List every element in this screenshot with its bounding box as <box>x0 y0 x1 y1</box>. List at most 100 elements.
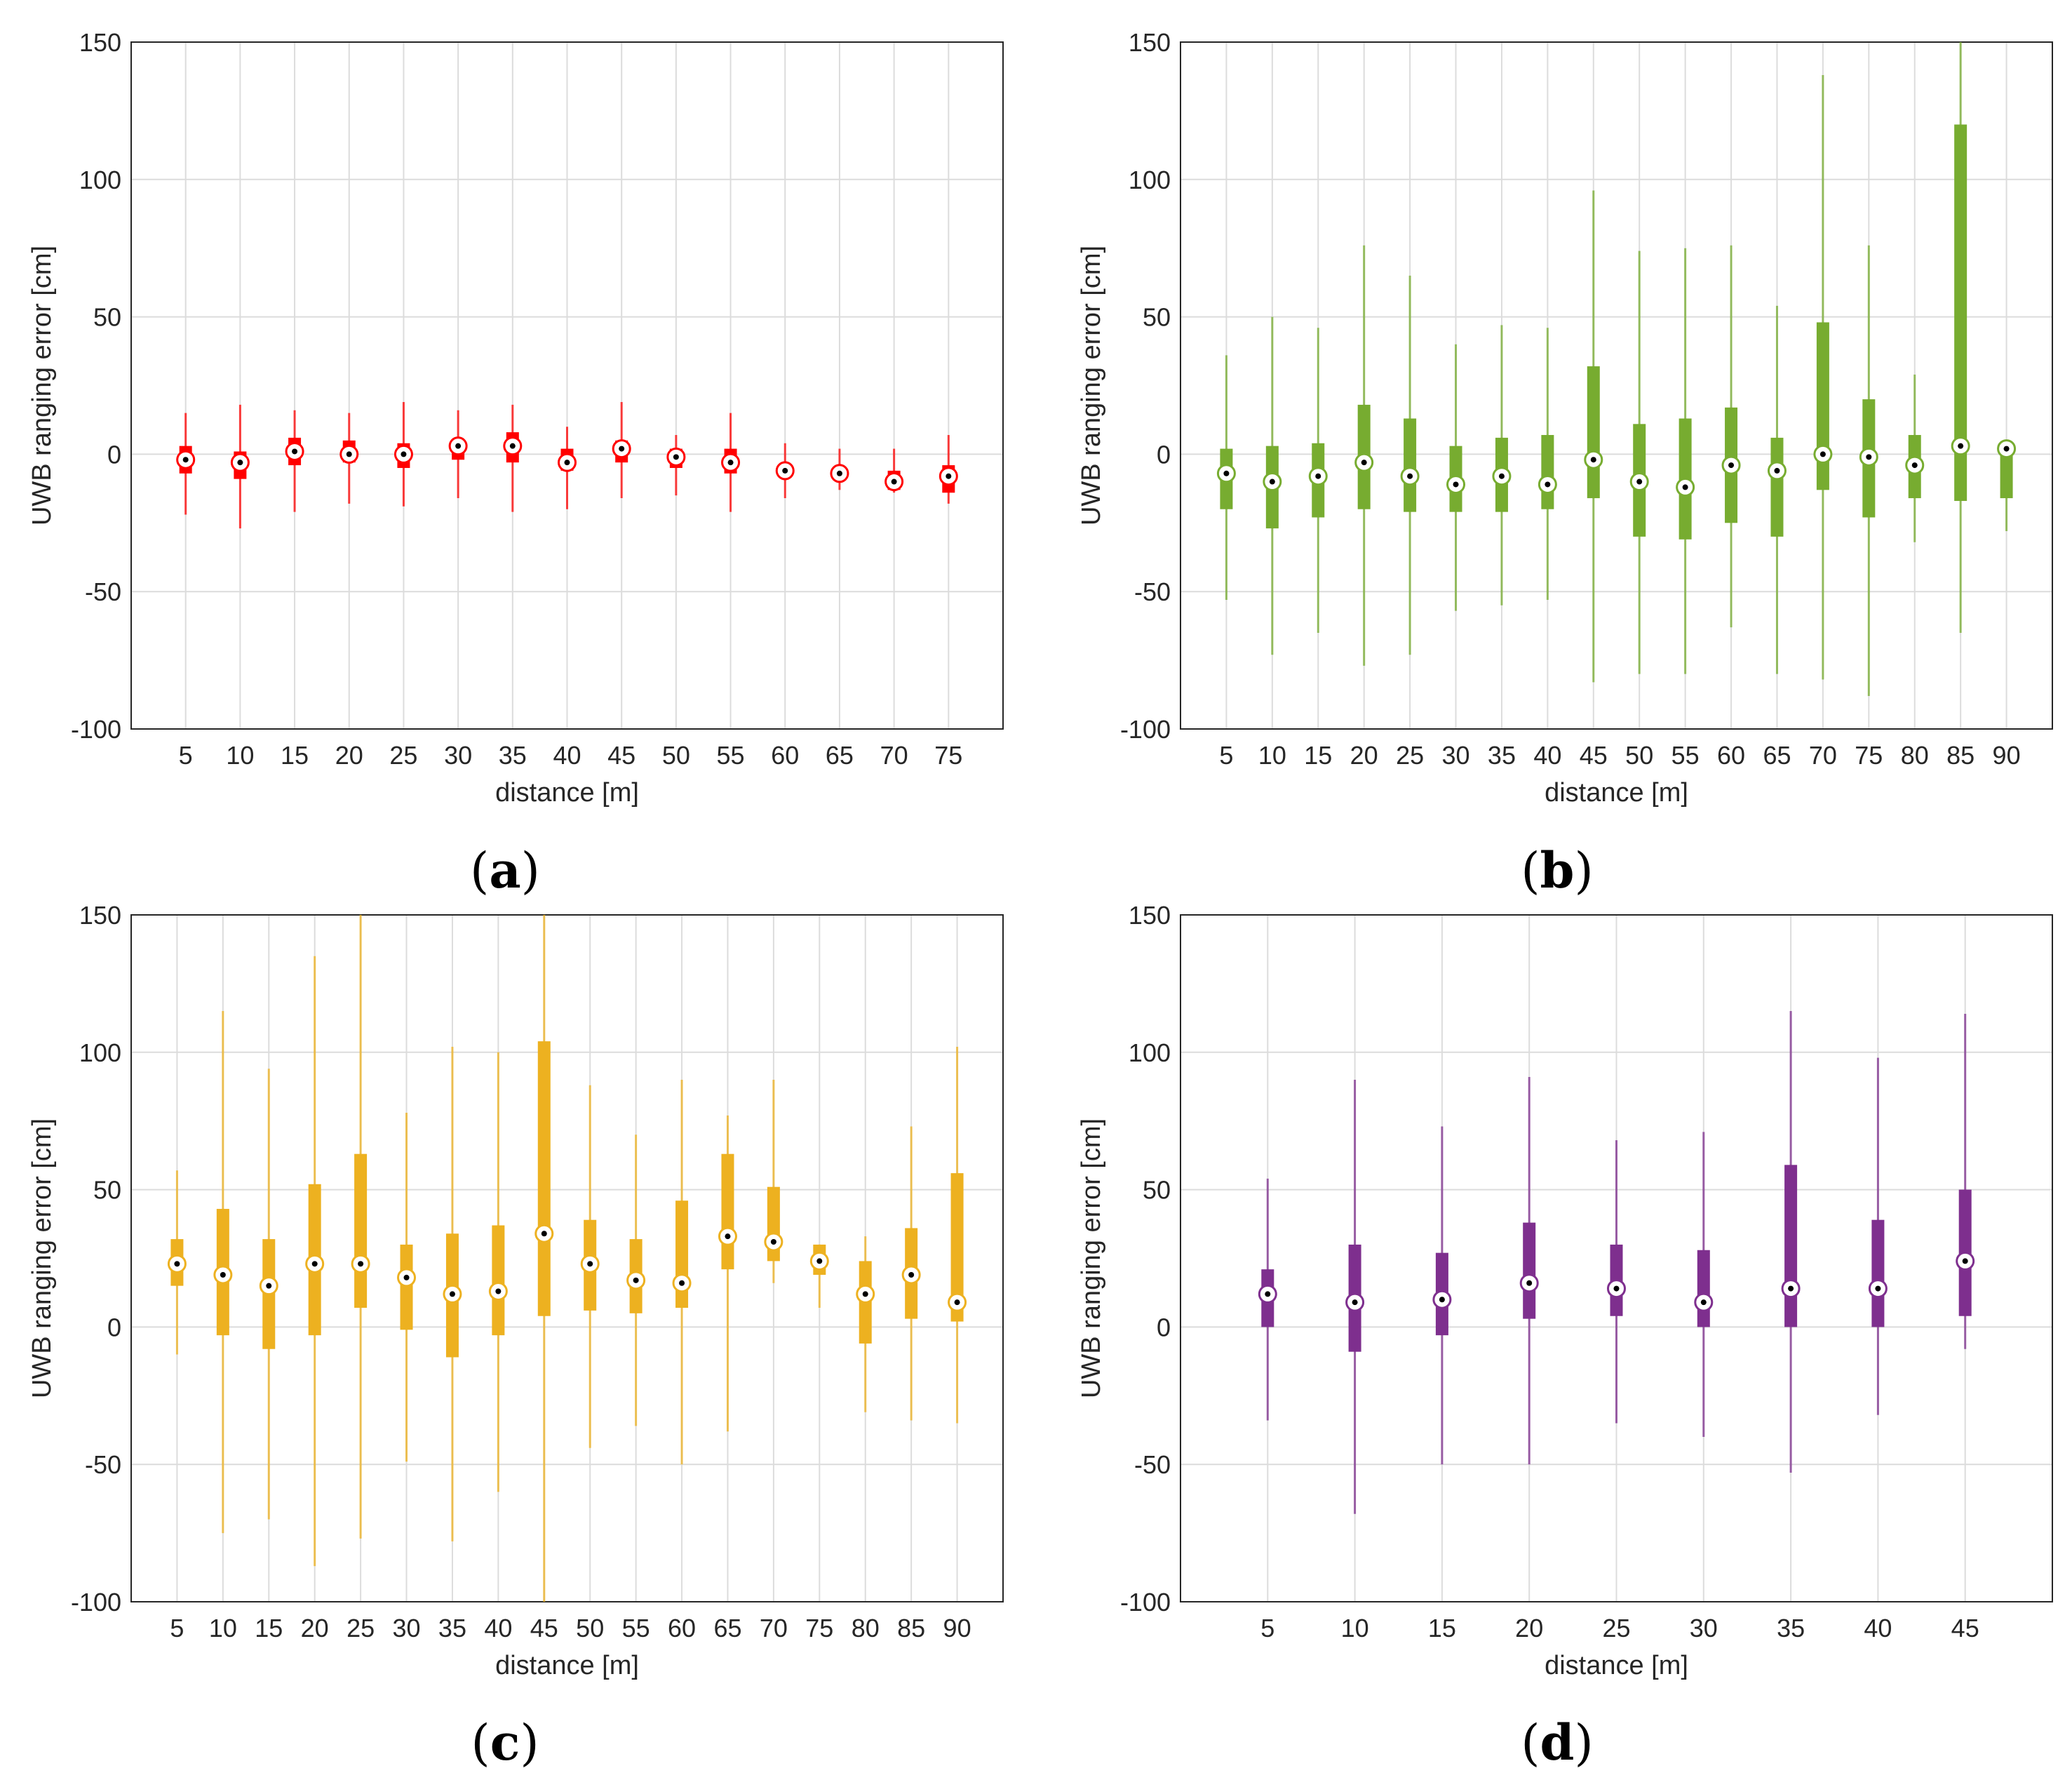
box-75 <box>1859 245 1878 697</box>
plot-area <box>131 915 1003 1602</box>
y-axis-label: UWB ranging error [cm] <box>27 1118 57 1398</box>
box-20 <box>1354 245 1374 666</box>
panel-caption: (c) <box>471 1713 539 1772</box>
median-dot <box>946 473 952 479</box>
x-tick-label: 25 <box>1602 1614 1630 1642</box>
x-tick-label: 15 <box>255 1614 283 1642</box>
x-tick-label: 30 <box>1442 741 1470 770</box>
box-50 <box>666 434 686 496</box>
x-axis-label: distance [m] <box>1545 778 1688 808</box>
median-dot <box>954 1299 960 1306</box>
median-dot <box>816 1258 823 1264</box>
box-40 <box>488 1052 508 1492</box>
box-30 <box>397 1112 417 1462</box>
box-65 <box>830 448 849 490</box>
median-dot <box>587 1261 593 1267</box>
median-dot <box>182 457 189 463</box>
box-50 <box>580 1085 600 1448</box>
median-dot <box>1875 1285 1881 1292</box>
iqr-box <box>1770 437 1784 537</box>
median-dot <box>358 1261 364 1267</box>
median-dot <box>509 443 516 449</box>
y-tick-label: 0 <box>107 1313 121 1341</box>
median-dot <box>891 478 897 485</box>
box-70 <box>884 448 904 493</box>
box-35 <box>1492 325 1512 605</box>
y-tick-label: 150 <box>79 901 121 930</box>
iqr-box <box>400 1244 413 1330</box>
box-45 <box>1956 1013 1975 1349</box>
box-15 <box>1432 1126 1452 1465</box>
x-tick-label: 70 <box>880 741 908 770</box>
y-tick-label: -100 <box>1120 1588 1171 1617</box>
iqr-box <box>950 1173 964 1322</box>
x-tick-label: 65 <box>1763 741 1791 770</box>
median-dot <box>346 451 352 457</box>
box-20 <box>339 413 359 504</box>
box-10 <box>230 404 250 529</box>
box-60 <box>775 443 795 499</box>
iqr-box <box>1587 366 1600 499</box>
axes-frame <box>130 914 1004 1602</box>
y-axis-label: UWB ranging error [cm] <box>1077 1118 1106 1398</box>
y-tick-label: 0 <box>1157 1313 1171 1341</box>
x-tick-label: 60 <box>668 1614 696 1642</box>
iqr-box <box>1697 1250 1710 1327</box>
box-30 <box>448 410 468 499</box>
box-15 <box>259 1069 278 1520</box>
x-tick-label: 10 <box>226 741 254 770</box>
box-45 <box>612 401 631 499</box>
x-tick-label: 35 <box>1777 1614 1805 1642</box>
median-dot <box>1352 1299 1358 1306</box>
median-dot <box>1911 462 1918 469</box>
x-tick-label: 25 <box>347 1614 375 1642</box>
x-tick-label: 40 <box>1533 741 1561 770</box>
x-tick-label: 5 <box>1260 1614 1274 1642</box>
median-dot <box>1866 454 1872 460</box>
median-dot <box>401 451 407 457</box>
median-dot <box>673 454 679 460</box>
box-60 <box>1721 245 1741 628</box>
x-tick-label: 35 <box>438 1614 466 1642</box>
median-dot <box>449 1291 455 1297</box>
x-tick-label: 55 <box>717 741 745 770</box>
x-tick-label: 75 <box>1855 741 1883 770</box>
box-75 <box>939 434 958 504</box>
iqr-box <box>2000 448 2013 499</box>
x-tick-label: 60 <box>1717 741 1745 770</box>
box-85 <box>901 1126 921 1421</box>
median-dot <box>1613 1285 1620 1292</box>
iqr-box <box>354 1153 368 1308</box>
iqr-box <box>1784 1165 1798 1327</box>
median-dot <box>1774 467 1780 474</box>
x-tick-label: 85 <box>1946 741 1975 770</box>
x-tick-label: 50 <box>1625 741 1653 770</box>
x-tick-label: 30 <box>444 741 472 770</box>
x-tick-label: 15 <box>1428 1614 1456 1642</box>
box-35 <box>503 404 523 512</box>
box-65 <box>1767 305 1787 674</box>
x-tick-label: 70 <box>1809 741 1837 770</box>
box-60 <box>672 1079 692 1465</box>
median-dot <box>1682 484 1688 490</box>
x-tick-label: 45 <box>1951 1614 1979 1642</box>
y-tick-label: 100 <box>79 166 121 194</box>
median-dot <box>1958 443 1964 449</box>
box-90 <box>1997 439 2017 532</box>
box-55 <box>721 413 741 512</box>
box-55 <box>1676 248 1695 674</box>
box-25 <box>351 915 370 1539</box>
y-tick-label: 100 <box>79 1038 121 1067</box>
box-5 <box>1216 355 1236 600</box>
x-tick-label: 50 <box>662 741 690 770</box>
box-25 <box>1400 275 1420 655</box>
y-tick-label: -50 <box>1134 577 1171 606</box>
median-dot <box>782 467 788 474</box>
x-tick-label: 10 <box>209 1614 237 1642</box>
x-tick-label: 20 <box>335 741 363 770</box>
median-dot <box>1439 1297 1445 1303</box>
x-tick-label: 15 <box>281 741 309 770</box>
box-20 <box>1519 1077 1539 1465</box>
median-dot <box>220 1271 226 1278</box>
box-45 <box>534 915 554 1602</box>
